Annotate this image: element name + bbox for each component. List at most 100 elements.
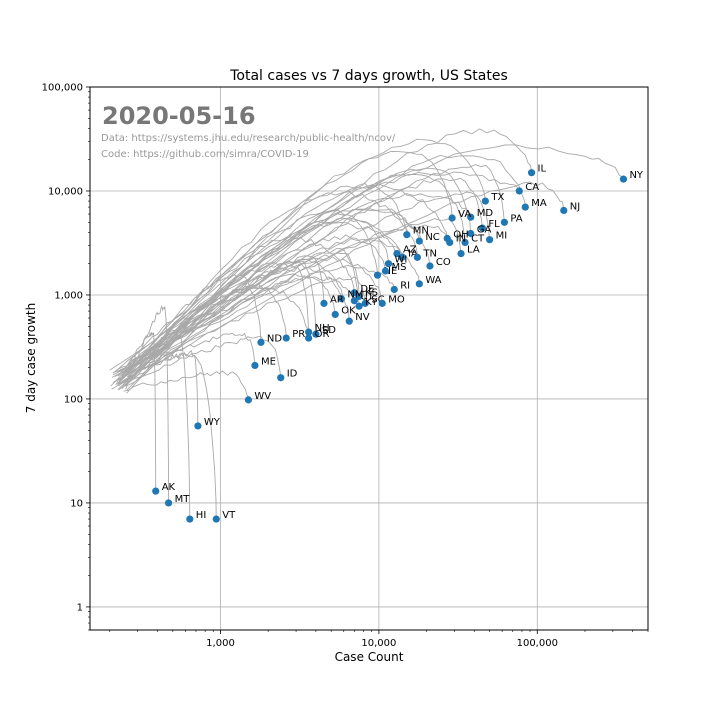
point-label-id: ID <box>287 369 298 380</box>
point-label-nv: NV <box>355 312 369 323</box>
trail-line <box>121 258 350 374</box>
point-label-vt: VT <box>222 510 236 521</box>
data-point-mi <box>486 236 494 244</box>
point-label-nm: NM <box>347 290 363 301</box>
x-tick-label: 1,000 <box>206 638 235 649</box>
point-label-ny: NY <box>629 170 643 181</box>
x-tick-label: 10,000 <box>361 638 396 649</box>
data-point-ar <box>320 299 328 307</box>
point-label-ak: AK <box>162 482 176 493</box>
point-label-ca: CA <box>525 182 539 193</box>
point-label-co: CO <box>436 257 451 268</box>
date-label: 2020-05-16 <box>102 102 256 130</box>
point-label-la: LA <box>467 245 480 256</box>
data-point-pr <box>282 334 290 342</box>
point-label-il: IL <box>538 164 547 175</box>
trail-line <box>122 236 355 375</box>
data-point-wa <box>415 280 423 288</box>
point-label-sd: SD <box>322 325 336 336</box>
tick-layer: 1,000 10,000 100,000 1 10 100 1,000 10,000 100,0… <box>42 83 649 649</box>
point-label-ga: GA <box>477 225 492 236</box>
trail-line <box>111 352 217 520</box>
data-point-id <box>277 374 285 382</box>
trail-line <box>121 276 336 376</box>
point-label-me: ME <box>261 356 276 367</box>
data-point-ky <box>355 302 363 310</box>
y-tick-label: 10 <box>70 498 83 509</box>
y-tick-label: 1 <box>77 602 83 613</box>
point-label-ri: RI <box>400 280 410 291</box>
trail-line <box>116 273 355 383</box>
trail-line <box>116 332 256 373</box>
data-point-ok <box>331 310 339 319</box>
trail-line <box>126 184 448 380</box>
point-label-wy: WY <box>204 417 221 428</box>
code-source-text: Code: https://github.com/simra/COVID-19 <box>101 149 309 160</box>
point-label-wi: WI <box>395 255 408 266</box>
point-label-nh: NH <box>315 323 330 334</box>
data-point-tn <box>413 253 421 261</box>
point-label-va: VA <box>458 209 471 220</box>
trail-line <box>115 256 383 385</box>
data-point-ct <box>461 238 469 247</box>
data-point-ma <box>521 203 529 211</box>
data-point-va <box>448 214 456 222</box>
data-point-il <box>527 169 536 177</box>
point-label-ar: AR <box>330 294 344 305</box>
data-point-ia <box>398 253 406 261</box>
point-label-wv: WV <box>254 391 271 402</box>
data-point-ms <box>381 267 390 275</box>
data-point-nm <box>337 295 346 303</box>
trail-line <box>109 144 624 371</box>
data-point-wv <box>244 396 252 404</box>
trail-line <box>119 274 262 371</box>
point-label-tn: TN <box>422 248 437 259</box>
point-label-ms: MS <box>391 262 406 273</box>
trail-line <box>126 304 170 504</box>
point-label-ky: KY <box>365 297 378 308</box>
data-source-text: Data: https://systems.jhu.edu/research/p… <box>101 133 396 144</box>
trail-line <box>123 260 317 378</box>
trail-line <box>125 329 191 520</box>
data-point-tx <box>481 197 489 205</box>
point-label-mn: MN <box>413 226 429 237</box>
data-point-ca <box>515 187 523 195</box>
y-tick-label: 100 <box>64 394 83 405</box>
point-label-or: OR <box>315 329 330 340</box>
trail-line <box>113 218 462 373</box>
data-point-sd <box>312 330 320 338</box>
trail-line <box>121 128 533 390</box>
trail-line <box>119 217 403 380</box>
data-point-ne <box>373 271 382 279</box>
point-label-hi: HI <box>196 510 206 521</box>
data-point-nc <box>415 237 423 245</box>
trail-line <box>111 283 310 378</box>
point-label-sc: SC <box>371 294 384 305</box>
point-label-ks: KS <box>365 287 378 298</box>
data-point-hi <box>186 515 194 523</box>
point-label-ut: UT <box>360 292 374 303</box>
point-label-pa: PA <box>510 213 522 224</box>
data-point-ga <box>467 229 475 238</box>
data-point-ny <box>619 175 628 183</box>
data-point-co <box>426 262 434 270</box>
point-label-in: IN <box>456 233 466 244</box>
trail-line <box>112 234 386 376</box>
point-label-oh: OH <box>453 229 468 240</box>
point-label-nj: NJ <box>570 201 580 212</box>
data-point-fl <box>478 224 486 232</box>
data-point-nd <box>257 338 265 346</box>
data-point-ks <box>355 292 363 300</box>
y-tick-label: 100,000 <box>42 83 83 94</box>
plot-frame <box>89 86 649 631</box>
point-label-md: MD <box>477 208 494 219</box>
data-point-nh <box>305 328 313 336</box>
point-label-mt: MT <box>175 494 191 505</box>
trail-line <box>118 247 360 381</box>
point-label-tx: TX <box>490 192 504 203</box>
trail-line <box>122 335 282 383</box>
y-tick-label: 1,000 <box>54 290 83 301</box>
